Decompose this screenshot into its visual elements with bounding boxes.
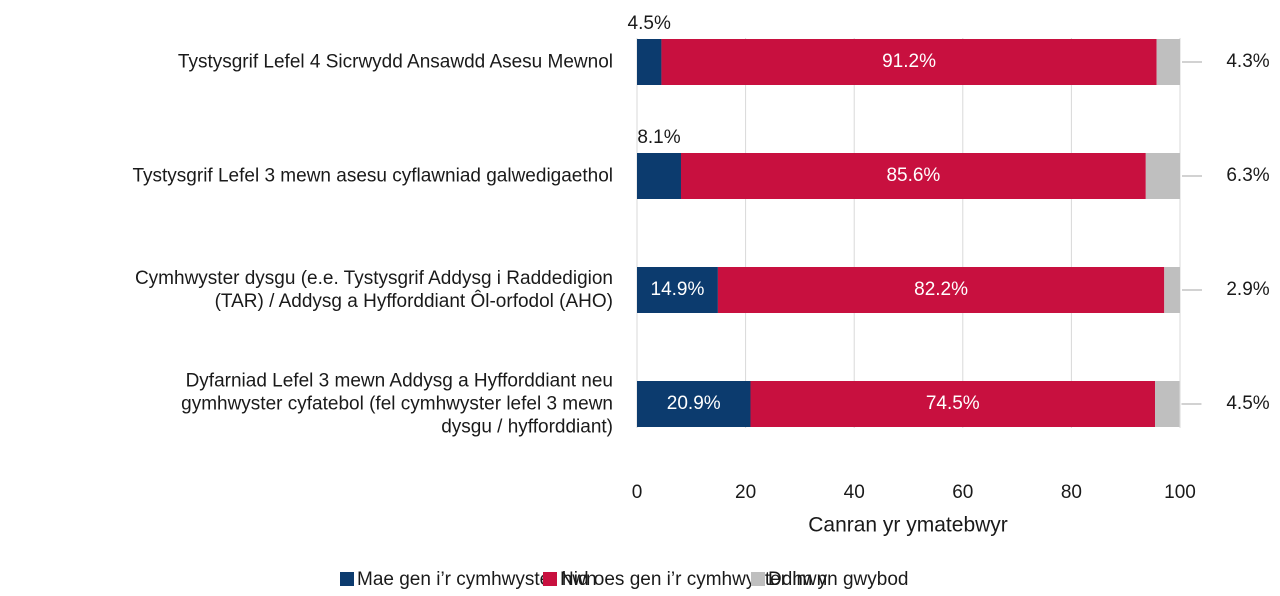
legend-label: Ddim yn gwybod — [768, 569, 908, 590]
data-label: 8.1% — [637, 127, 680, 148]
bar-segment — [717, 267, 1165, 313]
data-label: 74.5% — [926, 393, 980, 414]
y-tick-label: Tystysgrif Lefel 3 mewn asesu cyflawniad… — [132, 165, 613, 187]
data-label: 2.9% — [1226, 279, 1269, 300]
bar-segment — [1145, 153, 1180, 199]
bar-segment — [637, 267, 718, 313]
bar-segment — [1164, 267, 1180, 313]
data-label: 4.3% — [1226, 51, 1269, 72]
x-axis-title: Canran yr ymatebwyr — [808, 514, 1008, 537]
x-tick-label: 0 — [632, 482, 643, 503]
bar-segment — [637, 153, 681, 199]
bar-segment — [1155, 381, 1180, 427]
x-tick-label: 80 — [1061, 482, 1082, 503]
x-tick-label: 100 — [1164, 482, 1196, 503]
bar-segment — [680, 153, 1146, 199]
y-tick-label: Tystysgrif Lefel 4 Sicrwydd Ansawdd Ases… — [177, 51, 613, 73]
data-label: 6.3% — [1226, 165, 1269, 186]
legend-swatch — [340, 572, 354, 586]
bar-segment — [637, 381, 751, 427]
legend-swatch — [751, 572, 765, 586]
legend-label: Mae gen i’r cymhwyster hwn — [357, 569, 597, 590]
x-tick-label: 60 — [952, 482, 973, 503]
data-label: 14.9% — [651, 279, 705, 300]
data-label: 20.9% — [667, 393, 721, 414]
data-label: 85.6% — [886, 165, 940, 186]
data-label: 4.5% — [1226, 393, 1269, 414]
data-label: 91.2% — [882, 51, 936, 72]
y-tick-label: Dyfarniad Lefel 3 mewn Addysg a Hyffordd… — [181, 370, 613, 438]
x-tick-label: 40 — [844, 482, 865, 503]
data-label: 4.5% — [628, 13, 671, 34]
bar-segment — [1156, 39, 1180, 85]
bar-segment — [750, 381, 1156, 427]
y-tick-label: Cymhwyster dysgu (e.e. Tystysgrif Addysg… — [134, 268, 613, 312]
data-label: 82.2% — [914, 279, 968, 300]
bar-segment — [661, 39, 1157, 85]
legend-swatch — [543, 572, 557, 586]
bar-segment — [637, 39, 662, 85]
x-tick-label: 20 — [735, 482, 756, 503]
